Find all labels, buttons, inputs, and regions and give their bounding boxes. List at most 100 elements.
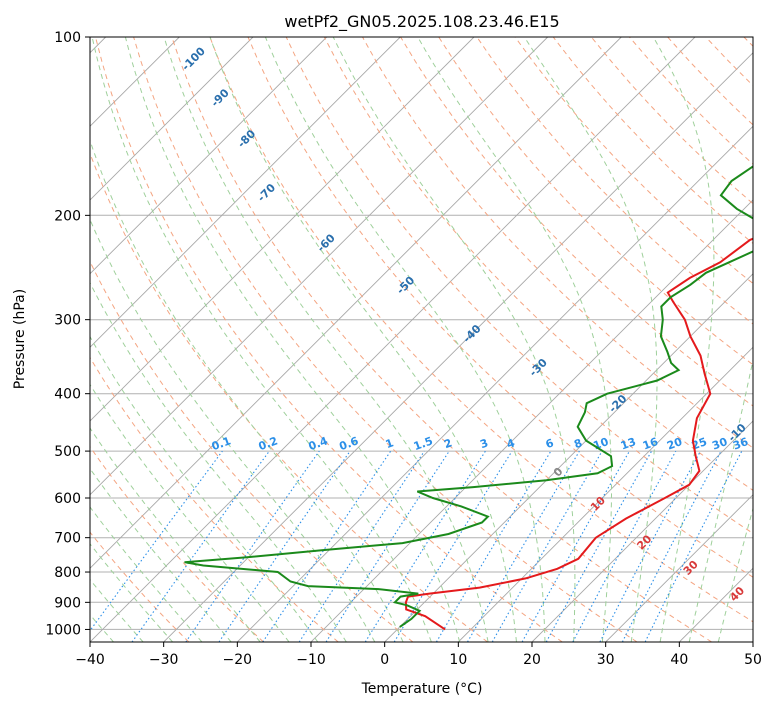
dry-adiabat-label: -50 [394,273,417,296]
isotherm-line [236,125,753,642]
isotherm-line [678,567,753,642]
dry-adiabat-line [743,37,753,47]
mixing-ratio-label: 3 [478,436,490,451]
dry-adiabat-line [705,37,753,87]
moist-adiabat-line [90,427,261,642]
y-tick-label: 400 [54,387,81,403]
dry-adiabat-line [95,37,563,642]
mixing-ratio-line [521,450,630,642]
dry-adiabat-line [247,37,753,578]
dry-adiabat-label: -100 [179,44,208,73]
dry-adiabat-line [133,37,638,642]
x-tick-label: −10 [296,652,326,668]
moist-adiabat-line [209,37,517,642]
isotherm-line [90,37,328,275]
isotherm-line [310,199,753,642]
dry-adiabat-line [171,37,712,642]
mixing-ratio-line [185,450,320,642]
y-tick-label: 900 [54,595,81,611]
mixing-ratio-line [572,450,677,642]
isotherm-line [90,37,622,569]
dry-adiabat-line [590,37,753,205]
mixing-ratio-line [393,450,513,642]
moist-adiabat-line [417,37,612,642]
mixing-ratio-line [364,450,486,642]
mixing-ratio-label: 2 [442,436,454,451]
mixing-ratio-label: 1 [384,436,396,451]
mixing-ratio-line [218,450,351,642]
moist-adiabat-label: 30 [681,558,701,578]
mixing-ratio-label: 36 [731,435,750,453]
moist-adiabat-line [90,467,232,642]
mixing-ratio-label: 0.2 [257,434,280,453]
x-tick-label: −40 [75,652,105,668]
mixing-ratio-label: 16 [641,435,660,453]
x-tick-label: 10 [449,652,467,668]
dry-adiabat-line [90,531,190,642]
x-tick-label: −20 [223,652,253,668]
x-tick-label: −30 [149,652,179,668]
y-tick-label: 800 [54,565,81,581]
moist-adiabat-label: 40 [727,584,747,604]
isotherm-line [384,273,753,642]
mixing-ratio-label: 13 [619,435,638,452]
y-tick-label: 600 [54,491,81,507]
dry-adiabat-line [209,37,753,623]
dry-adiabat-line [514,37,753,285]
moist-adiabat-line [124,37,461,642]
mixing-ratio-label: 20 [665,435,684,453]
mixing-ratio-label: 30 [710,435,729,453]
x-tick-label: 40 [670,652,688,668]
dry-adiabat-line [667,37,753,126]
y-tick-label: 200 [54,208,81,224]
isotherm-line [90,37,401,348]
moist-adiabat-line [90,218,376,642]
moist-adiabat-line [717,506,753,642]
dry-adiabat-line [90,356,339,642]
moist-adiabat-line [90,138,404,642]
isotherm-line [90,37,696,642]
isotherm-line [752,641,753,642]
isotherm-line [457,346,753,642]
y-tick-label: 1000 [45,622,81,638]
moist-adiabat-line [163,37,489,642]
axes: −40 −30 −20 −10 0 10 20 30 40 5010020030040050060… [45,30,762,668]
dry-adiabat-label: -20 [606,392,629,415]
mixing-ratio-label: 4 [505,436,517,451]
dry-adiabat-label: -70 [255,181,278,204]
moist-adiabat-label: 20 [634,532,654,552]
dry-adiabat-label: -90 [209,86,232,109]
x-tick-label: 20 [523,652,541,668]
y-tick-label: 500 [54,444,81,460]
dry-adiabat-line [362,37,753,449]
moist-adiabat-line [652,37,715,642]
dewpoint-profile-line [184,165,753,628]
dry-adiabat-line [400,37,753,407]
moist-adiabat-line [90,281,347,642]
line-labels: -100-90-80-70-60-50-40-30-20-10010203040… [179,44,750,604]
mixing-ratio-line [435,450,552,642]
temperature-profile-line [404,237,753,631]
mixing-ratio-label: 1.5 [412,434,435,453]
moist-adiabat-line [90,335,319,642]
y-tick-label: 700 [54,531,81,547]
plot-frame [89,36,754,643]
dry-adiabat-line [438,37,753,366]
chart-title: wetPf2_GN05.2025.108.23.46.E15 [284,12,559,32]
isotherm-line [605,494,753,642]
mixing-ratio-line [325,450,450,642]
mixing-ratio-label: 0.6 [338,434,361,453]
mixing-ratio-line [90,450,223,632]
isotherm-line [90,37,549,496]
x-axis-label: Temperature (°C) [361,681,483,697]
moist-adiabat-line [91,37,432,642]
x-tick-label: 50 [744,652,762,668]
dry-adiabat-line [476,37,753,325]
dry-adiabat-label: -30 [527,356,550,379]
mixing-ratio-label: 6 [544,436,556,451]
dry-adiabat-line [90,260,414,642]
mixing-ratio-line [262,450,392,642]
mixing-ratio-line [131,450,270,642]
mixing-ratio-label: 8 [572,436,584,451]
